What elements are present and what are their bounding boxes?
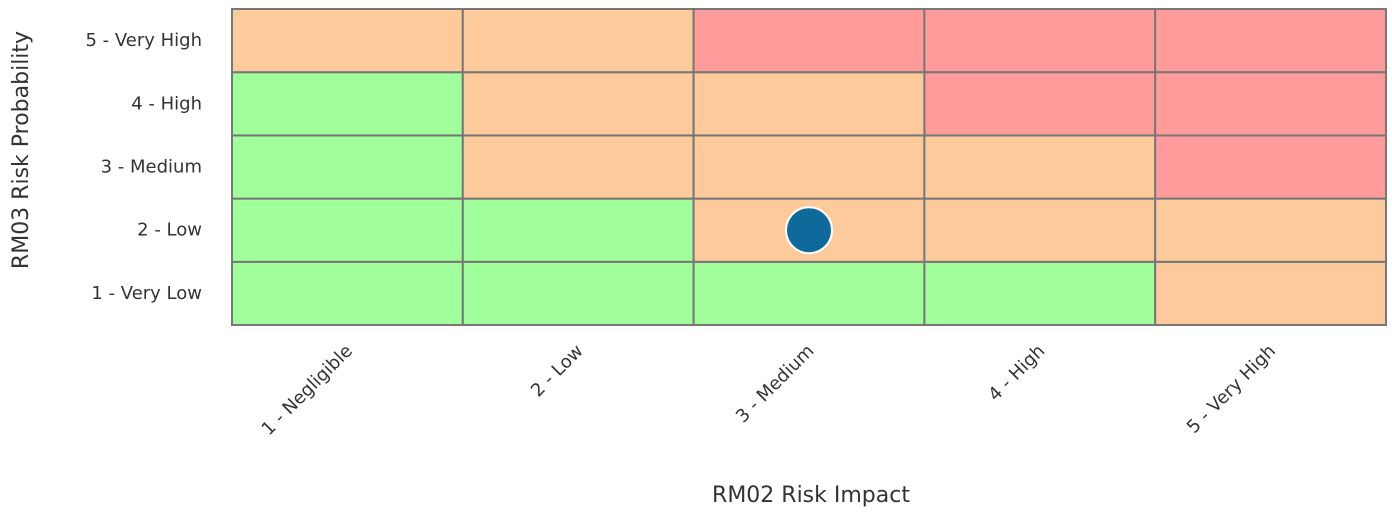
heatmap-cell-4-1 (923, 260, 1157, 326)
x-tick-label: 2 - Low (527, 341, 588, 402)
heatmap-cell-4-3 (923, 134, 1157, 200)
heatmap-cell-3-4 (692, 71, 926, 137)
heatmap-cell-3-5 (692, 8, 926, 74)
heatmap-cell-2-5 (461, 8, 695, 74)
heatmap-cell-4-5 (923, 8, 1157, 74)
heatmap-cell-4-4 (923, 71, 1157, 137)
heatmap-cell-4-2 (923, 197, 1157, 263)
y-tick-label: 5 - Very High (85, 30, 202, 51)
heatmap-cell-1-3 (231, 134, 464, 200)
heatmap-cell-3-3 (692, 134, 926, 200)
y-tick-label: 1 - Very Low (91, 283, 202, 304)
heatmap-cell-2-4 (461, 71, 695, 137)
heatmap-cell-5-4 (1154, 71, 1387, 137)
x-tick-labels: 1 - Negligible 2 - Low 3 - Medium 4 - High 5… (258, 341, 1280, 440)
heatmap-cell-1-2 (231, 197, 464, 263)
data-point (785, 206, 833, 255)
heatmap-cell-3-1 (692, 260, 926, 326)
x-tick-label: 3 - Medium (732, 341, 819, 428)
y-tick-label: 4 - High (131, 93, 202, 114)
heatmap-cell-2-2 (461, 197, 695, 263)
x-tick-label: 4 - High (984, 341, 1049, 406)
y-tick-label: 2 - Low (137, 220, 202, 241)
y-axis-title: RM03 Risk Probability (9, 31, 34, 269)
heatmap-cell-1-1 (231, 260, 464, 326)
y-tick-labels: 1 - Very Low 2 - Low 3 - Medium 4 - High 5 -… (85, 30, 202, 304)
heatmap-cell-5-1 (1154, 260, 1387, 326)
heatmap-cell-2-1 (461, 260, 695, 326)
heatmap-cell-5-2 (1154, 197, 1387, 263)
x-tick-label: 1 - Negligible (258, 341, 357, 440)
heatmap-cell-2-3 (461, 134, 695, 200)
heatmap-cell-5-5 (1154, 8, 1387, 74)
heatmap-cell-1-4 (231, 71, 464, 137)
x-axis-title: RM02 Risk Impact (712, 483, 910, 508)
heatmap-cell-1-5 (231, 8, 464, 74)
heatmap-cells (231, 8, 1387, 326)
x-tick-label: 5 - Very High (1183, 341, 1280, 438)
data-points (785, 206, 833, 255)
y-tick-label: 3 - Medium (101, 157, 202, 178)
heatmap-cell-5-3 (1154, 134, 1387, 200)
